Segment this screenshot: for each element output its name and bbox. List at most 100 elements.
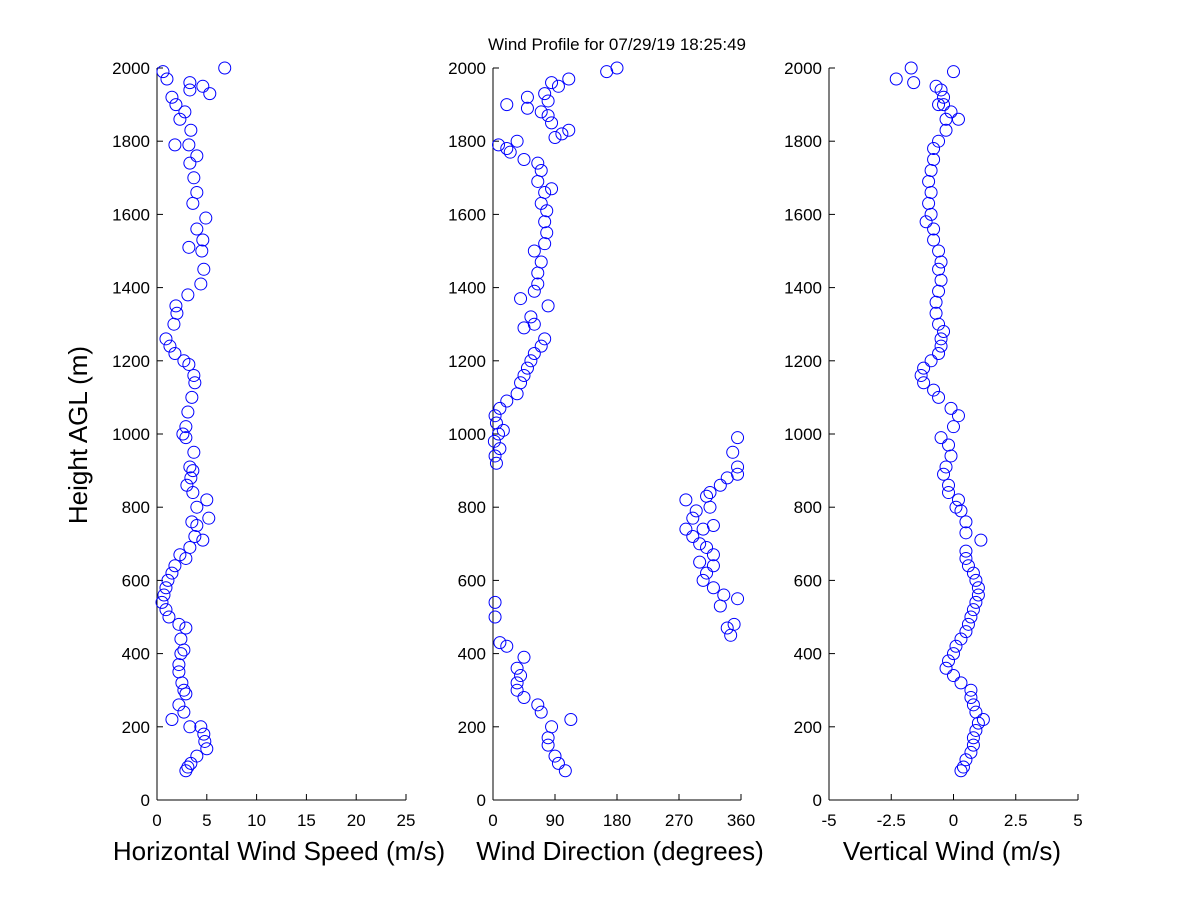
data-point <box>162 610 176 624</box>
data-point <box>500 394 514 408</box>
data-point <box>196 233 210 247</box>
data-point <box>172 617 186 631</box>
data-point <box>183 156 197 170</box>
data-point <box>510 387 524 401</box>
data-point <box>517 153 531 166</box>
data-point <box>182 357 196 371</box>
data-point <box>524 310 538 324</box>
data-point <box>954 632 968 646</box>
data-point <box>177 705 191 719</box>
data-point <box>969 705 983 719</box>
data-point <box>724 628 738 642</box>
data-point <box>168 559 182 573</box>
data-point <box>969 595 983 609</box>
data-point <box>922 174 936 188</box>
data-point <box>176 427 190 441</box>
data-point <box>700 540 714 554</box>
y-tick-label: 400 <box>458 645 486 664</box>
data-point <box>531 266 545 280</box>
data-point <box>922 196 936 210</box>
data-point <box>696 573 710 587</box>
data-point <box>949 639 963 653</box>
data-point <box>700 566 714 580</box>
data-point <box>959 753 973 767</box>
data-point <box>969 723 983 737</box>
data-point <box>545 116 559 130</box>
y-tick-label: 600 <box>458 571 486 590</box>
data-point <box>966 566 980 580</box>
data-point <box>917 376 931 390</box>
data-point <box>489 456 503 470</box>
y-tick-label: 1800 <box>784 132 822 151</box>
data-point <box>184 123 198 137</box>
data-point <box>510 134 524 148</box>
data-point <box>934 273 948 287</box>
data-point <box>179 431 193 445</box>
data-point <box>706 519 720 532</box>
data-point <box>964 691 978 705</box>
data-point <box>492 427 506 441</box>
data-point <box>517 321 531 335</box>
data-point <box>190 519 204 532</box>
data-point <box>175 676 189 690</box>
y-tick-label: 1200 <box>784 352 822 371</box>
data-point <box>942 486 956 500</box>
data-point <box>731 460 745 474</box>
x-tick-label: 360 <box>727 811 755 830</box>
x-tick-label: 10 <box>247 811 266 830</box>
data-point <box>934 83 948 97</box>
data-point <box>937 467 951 481</box>
x-tick-label: 0 <box>488 811 497 830</box>
data-point <box>555 127 569 141</box>
data-point <box>163 339 177 353</box>
data-point <box>966 731 980 745</box>
data-point <box>541 738 555 752</box>
data-point <box>954 764 968 778</box>
data-point <box>720 621 734 635</box>
data-point <box>165 712 179 726</box>
data-point <box>179 764 193 778</box>
data-point <box>160 72 174 86</box>
data-point <box>932 262 946 276</box>
data-point <box>929 79 943 93</box>
data-point <box>934 339 948 353</box>
data-point <box>165 90 179 104</box>
data-point <box>155 595 169 609</box>
horizontal-wind-speed-panel: Horizontal Wind Speed (m/s) 020040060080… <box>112 59 445 866</box>
data-point <box>932 346 946 360</box>
data-point <box>161 573 175 587</box>
data-point <box>197 727 211 741</box>
data-point <box>183 540 197 554</box>
data-point <box>932 134 946 148</box>
data-point <box>190 185 204 199</box>
data-point <box>183 720 197 734</box>
y-tick-label: 800 <box>458 498 486 517</box>
data-point <box>686 511 700 525</box>
data-point <box>917 361 931 375</box>
data-point <box>932 244 946 258</box>
data-point <box>932 390 946 404</box>
data-point <box>939 123 953 137</box>
data-point <box>937 90 951 104</box>
data-point <box>178 105 192 119</box>
data-point <box>187 445 201 459</box>
data-point <box>169 299 183 313</box>
data-point <box>177 643 191 657</box>
data-point <box>541 731 555 745</box>
data-point <box>199 211 213 225</box>
data-point <box>527 346 541 360</box>
data-point <box>954 676 968 690</box>
x-tick-label: 0 <box>152 811 161 830</box>
data-point <box>686 529 700 543</box>
data-point <box>545 76 559 90</box>
data-point <box>185 390 199 404</box>
data-point <box>183 83 197 97</box>
data-point <box>937 325 951 339</box>
data-point <box>947 669 960 683</box>
x-tick-label: 0 <box>949 811 958 830</box>
data-point <box>534 705 548 719</box>
data-point <box>159 603 173 617</box>
data-point <box>179 420 193 434</box>
data-point <box>924 163 938 177</box>
x-tick-label: 15 <box>297 811 316 830</box>
